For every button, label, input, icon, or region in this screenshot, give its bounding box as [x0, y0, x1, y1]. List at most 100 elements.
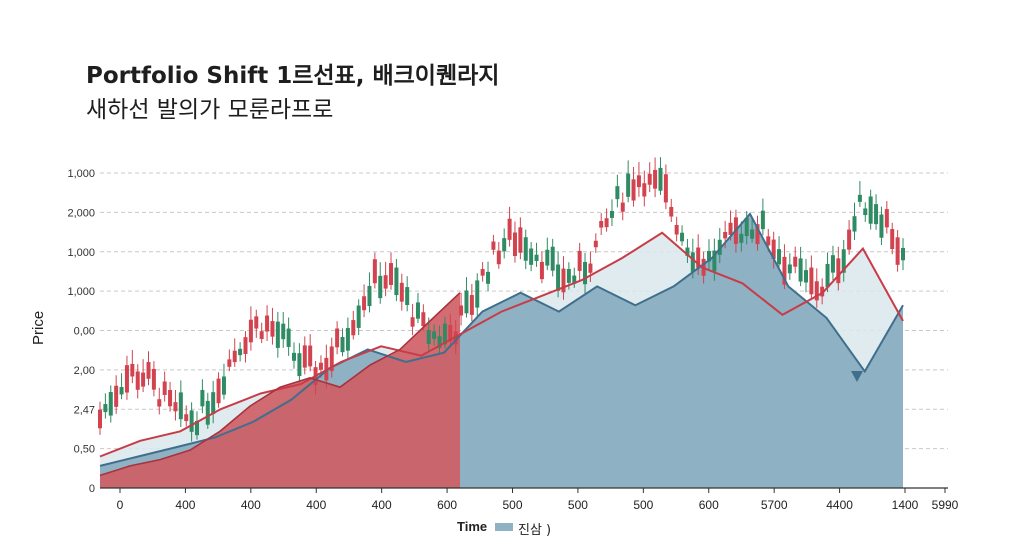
candle-body [604, 218, 609, 228]
candle-body [669, 206, 674, 217]
candle-body [211, 392, 216, 415]
candle-body [847, 229, 852, 250]
candle-body [335, 328, 340, 348]
x-tick-label: 400 [306, 498, 326, 512]
candle-body [243, 337, 248, 354]
candle-body [238, 348, 243, 356]
candle-body [825, 263, 830, 288]
candle-body [151, 368, 156, 390]
candle-body [890, 229, 895, 249]
candle-body [706, 250, 711, 262]
candle-body [356, 305, 361, 328]
candle-body [631, 179, 636, 201]
candle-body [189, 410, 194, 432]
x-tick-label: 500 [568, 498, 588, 512]
candle-body [868, 196, 873, 224]
candle-body [798, 258, 803, 282]
candle-body [771, 239, 776, 259]
candle-body [820, 286, 825, 297]
candle-body [550, 246, 555, 271]
candle-body [259, 331, 264, 339]
candle-body [572, 275, 577, 284]
candle-body [539, 261, 544, 280]
candle-body [636, 175, 641, 188]
y-axis-label: Price [30, 310, 47, 345]
x-tick-label: 400 [175, 498, 195, 512]
candle-body [599, 220, 604, 228]
candle-body [486, 271, 491, 284]
candle-body [275, 321, 280, 348]
candle-body [545, 249, 550, 266]
candle-body [394, 267, 399, 296]
candle-body [108, 392, 113, 416]
candle-body [405, 287, 410, 305]
candle-body [329, 346, 334, 372]
candle-body [345, 327, 350, 351]
candle-body [378, 275, 383, 299]
candle-body [130, 363, 135, 377]
candle-body [362, 296, 367, 311]
candle-body [372, 259, 377, 284]
candle-body [459, 305, 464, 316]
candle-body [857, 194, 862, 202]
candle-body [410, 317, 415, 327]
candle-body [399, 282, 404, 302]
candle-body [755, 224, 760, 245]
candlesticks [98, 157, 905, 442]
chart-subtitle: 새하선 발의가 모룬라프로 [86, 97, 334, 123]
series-line-trend [99, 231, 904, 458]
candle-body [712, 250, 717, 272]
candle-body [874, 204, 879, 225]
x-tick-label: 5700 [761, 498, 788, 512]
candle-body [98, 409, 102, 429]
candle-body [119, 387, 124, 395]
candle-body [469, 295, 474, 315]
candle-body [254, 316, 259, 329]
candle-body [491, 241, 496, 250]
candle-body [577, 250, 582, 271]
candle-body [340, 336, 345, 353]
candle-body [879, 214, 884, 238]
candle-body [717, 239, 722, 255]
legend-label: 진삼 ) [518, 523, 552, 538]
candle-body [642, 183, 647, 197]
candle-body [744, 217, 749, 237]
candle-body [168, 390, 173, 407]
x-tick-label: 600 [699, 498, 719, 512]
line-layer [99, 212, 904, 477]
candle-body [588, 263, 593, 273]
candle-body [787, 264, 792, 274]
candle-body [647, 173, 652, 185]
candle-body [270, 321, 275, 337]
candle-body [367, 285, 372, 307]
candle-body [195, 420, 200, 436]
candle-body [184, 414, 189, 422]
y-tick-label: 2,00 [74, 365, 95, 377]
candle-body [685, 247, 690, 256]
candle-body [658, 167, 663, 191]
candle-body [383, 275, 388, 289]
candle-body [814, 281, 819, 301]
x-tick-label: 400 [372, 498, 392, 512]
candle-body [248, 319, 253, 343]
candle-body [135, 371, 140, 390]
candle-body [809, 267, 814, 295]
y-tick-label: 0,00 [74, 326, 95, 338]
y-tick-label: 1,000 [67, 168, 95, 180]
candle-body [292, 352, 297, 361]
candle-body [760, 210, 765, 230]
candle-body [157, 399, 162, 407]
candle-body [620, 202, 625, 212]
candle-body [205, 400, 210, 425]
candle-body [615, 186, 620, 200]
x-tick-label: 4400 [826, 498, 853, 512]
x-tick-label: 400 [241, 498, 261, 512]
candle-body [437, 336, 442, 348]
candle-body [566, 268, 571, 283]
candle-body [852, 216, 857, 232]
x-tick-label: 500 [633, 498, 653, 512]
candle-body [389, 263, 394, 285]
candle-body [523, 237, 528, 261]
marker-triangle [851, 371, 863, 382]
candle-body [653, 169, 658, 189]
